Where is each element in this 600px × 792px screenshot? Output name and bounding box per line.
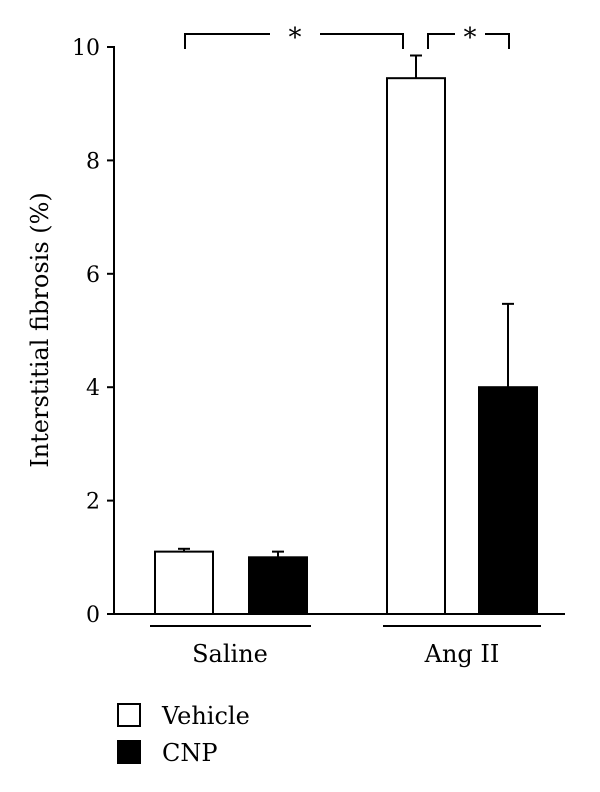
- significance-star: *: [289, 23, 302, 53]
- bracket-line: [485, 33, 510, 49]
- significance-brackets: * *: [184, 23, 510, 53]
- category-label: Saline: [192, 640, 268, 668]
- bars: [154, 77, 538, 616]
- bar: [248, 556, 308, 615]
- bracket-line: [320, 33, 404, 49]
- y-tick-label: 8: [86, 149, 100, 174]
- bar: [478, 386, 538, 616]
- legend-swatch: [117, 703, 141, 727]
- y-tick-label: 0: [86, 603, 100, 628]
- error-bars: [178, 54, 514, 558]
- bar: [386, 77, 446, 615]
- bracket-line: [427, 33, 455, 49]
- legend-label: Vehicle: [161, 702, 250, 730]
- bar: [154, 550, 214, 616]
- legend-swatch: [117, 740, 141, 764]
- y-tick-label: 10: [72, 36, 100, 61]
- y-tick-label: 4: [86, 376, 100, 401]
- group-labels: Saline Ang II: [150, 625, 541, 668]
- y-tick-label: 6: [86, 263, 100, 288]
- legend-label: CNP: [162, 739, 218, 767]
- y-axis-label: Interstitial fibrosis (%): [26, 192, 54, 468]
- category-label: Ang II: [424, 640, 500, 668]
- bracket-line: [184, 33, 270, 49]
- legend: Vehicle CNP: [117, 702, 250, 767]
- significance-star: *: [464, 23, 477, 53]
- y-tick-label: 2: [86, 490, 100, 515]
